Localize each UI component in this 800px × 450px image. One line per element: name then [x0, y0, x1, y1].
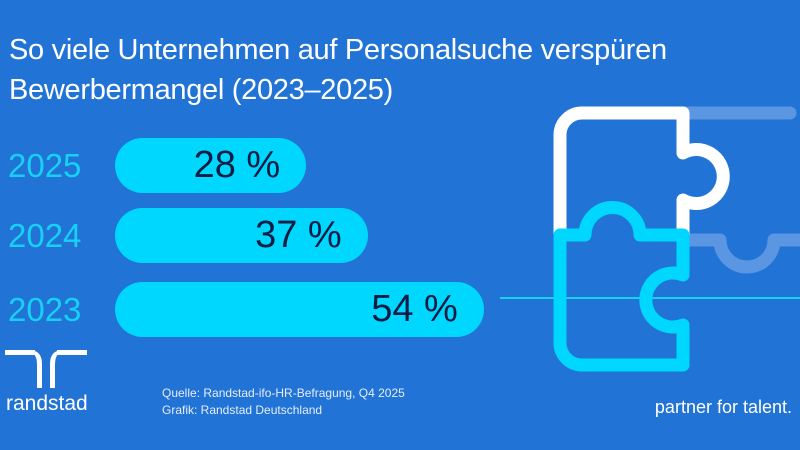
bar-2025: 28 %: [115, 138, 307, 193]
brand-name: randstad: [6, 392, 88, 415]
bar-value-label: 37 %: [255, 214, 342, 256]
puzzle-icon: [553, 106, 800, 372]
puzzle-piece-white: [553, 106, 730, 242]
tagline: partner for talent.: [654, 397, 792, 417]
randstad-logo-icon: [5, 350, 87, 388]
year-label: 2023: [8, 291, 82, 328]
source-text: Quelle: Randstad-ifo-HR-Befragung, Q4 20…: [162, 386, 405, 400]
bar-2024: 37 %: [115, 208, 368, 263]
year-label: 2025: [8, 147, 82, 184]
year-label: 2024: [8, 217, 82, 254]
source-note: Quelle: Randstad-ifo-HR-Befragung, Q4 20…: [162, 385, 405, 419]
puzzle-piece-cyan: [553, 201, 690, 372]
bar-value-label: 54 %: [371, 288, 458, 330]
graphic-credit: Grafik: Randstad Deutschland: [162, 403, 323, 417]
bar-value-label: 28 %: [193, 144, 281, 186]
title-line-2: Bewerbermangel (2023–2025): [9, 74, 393, 106]
chart-title: So viele Unternehmen auf Personalsuche v…: [9, 30, 667, 110]
puzzle-piece-faded: [676, 106, 800, 274]
bar-2023: 54 %: [115, 282, 484, 337]
title-line-1: So viele Unternehmen auf Personalsuche v…: [9, 34, 667, 66]
